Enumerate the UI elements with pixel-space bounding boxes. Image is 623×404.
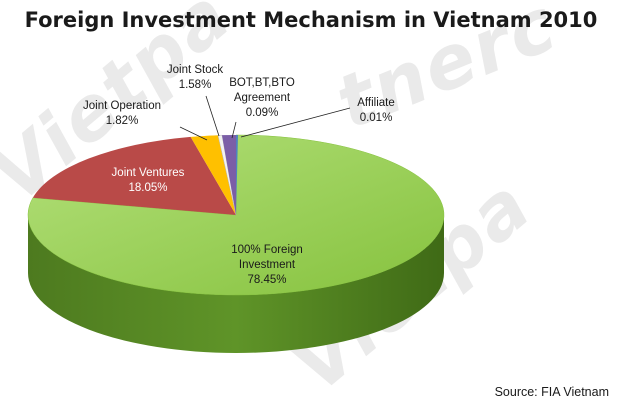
pie-side-wall [28, 215, 444, 353]
chart-title: Foreign Investment Mechanism in Vietnam … [25, 8, 598, 32]
slice-value-label: 0.01% [360, 112, 393, 124]
slice-label: Affiliate [357, 97, 395, 109]
leader-line [240, 107, 351, 138]
source-note: Source: FIA Vietnam [495, 385, 609, 399]
leader-lines [179, 95, 351, 141]
leader-line [205, 95, 220, 137]
pie-slice-small [236, 135, 238, 215]
pie-slice-small [204, 135, 236, 215]
leader-line [179, 126, 208, 141]
slice-value-label: 1.58% [179, 79, 212, 91]
slice-label: Investment [239, 259, 296, 271]
pie-slice [190, 135, 236, 215]
slice-label: Joint Stock [167, 64, 223, 76]
slice-value-label: 0.09% [246, 107, 279, 119]
pie-slice-small [222, 135, 236, 215]
slice-label: Agreement [234, 92, 291, 104]
slice-label: 100% Foreign [231, 244, 303, 256]
slice-label: BOT,BT,BTO [229, 77, 295, 89]
pie-slices [27, 134, 445, 296]
leader-line [231, 121, 237, 139]
slice-value-label: 78.45% [247, 274, 286, 286]
pie-slice [27, 134, 445, 296]
pie-slice [32, 136, 237, 215]
slice-value-label: 18.05% [128, 182, 167, 194]
pie-depth [28, 215, 444, 353]
slice-value-label: 1.82% [106, 115, 139, 127]
slice-labels: 100% Foreign Investment 78.45% Joint Ventur… [83, 64, 395, 286]
slice-label: Joint Operation [83, 100, 161, 112]
slice-label: Joint Ventures [112, 167, 185, 179]
